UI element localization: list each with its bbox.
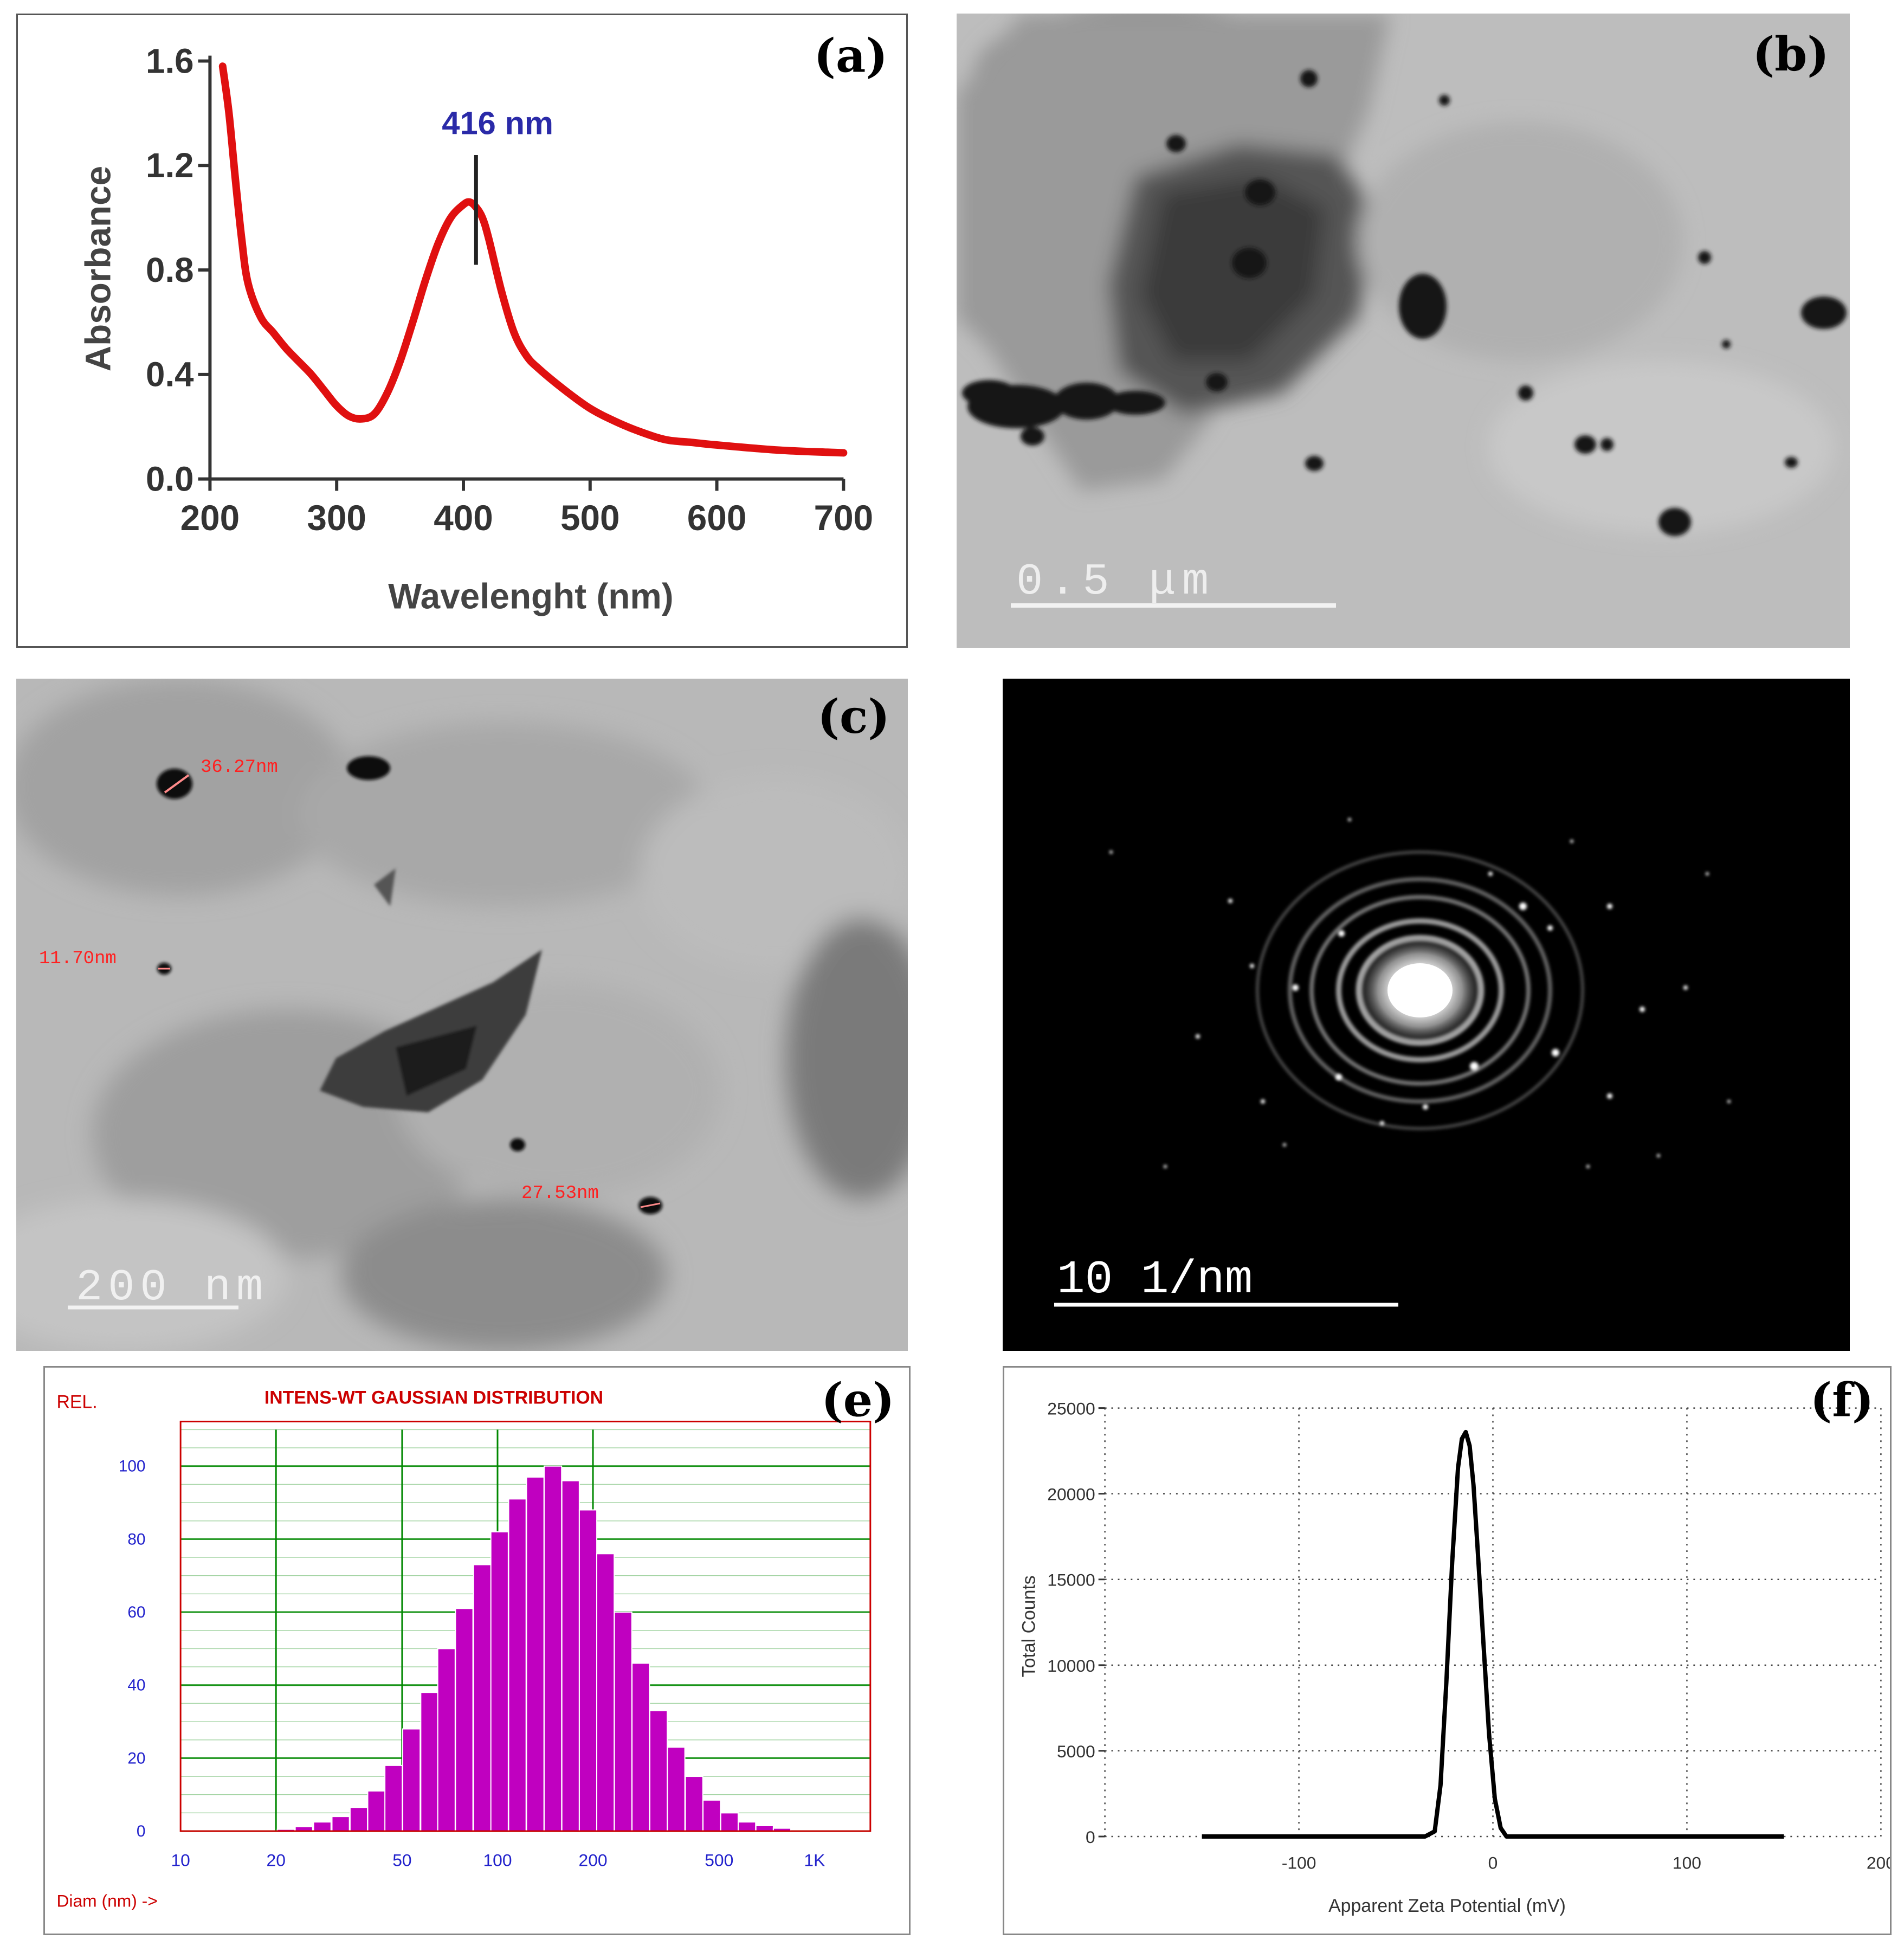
y-tick-label: 15000 bbox=[1047, 1570, 1095, 1590]
saed-pattern: 10 1/nm (d) bbox=[1003, 679, 1850, 1351]
rel-label: REL. bbox=[56, 1392, 97, 1413]
y-tick-label: 0.4 bbox=[146, 356, 194, 394]
uv-vis-chart: 0.0 0.4 0.8 1.2 1.6 200 300 400 500 600 700 416 nm… bbox=[78, 29, 888, 616]
size-bar bbox=[473, 1564, 492, 1832]
y-tick-label: 80 bbox=[127, 1530, 145, 1548]
x-tick-label: 300 bbox=[307, 498, 366, 538]
panel-label-b: (b) bbox=[1752, 27, 1829, 82]
y-tick-label: 25000 bbox=[1047, 1399, 1095, 1419]
x-tick-label: 600 bbox=[687, 498, 747, 538]
plot-frame bbox=[179, 1420, 872, 1832]
size-annotation-1: 36.27nm bbox=[201, 757, 278, 778]
size-bar bbox=[508, 1498, 527, 1832]
panel-d-saed-pattern: 10 1/nm (d) bbox=[1003, 679, 1850, 1351]
size-bar bbox=[755, 1825, 774, 1832]
x-tick-label: 100 bbox=[1673, 1853, 1701, 1873]
size-bar bbox=[402, 1728, 421, 1832]
size-bar bbox=[667, 1747, 686, 1832]
panel-label-e: (e) bbox=[821, 1373, 894, 1427]
panel-f-zeta-potential: 0 5000 10000 15000 20000 25000 -100 0 100 200 Tot… bbox=[1003, 1366, 1892, 1935]
size-bar bbox=[685, 1776, 703, 1832]
scale-label-c: 200 nm bbox=[76, 1262, 268, 1313]
tem-micrograph-c: 36.27nm 11.70nm 27.53nm 200 nm (c) bbox=[16, 679, 908, 1351]
x-tick-label: 50 bbox=[392, 1851, 411, 1870]
zeta-x-label: Apparent Zeta Potential (mV) bbox=[1328, 1896, 1566, 1916]
x-tick-label: 500 bbox=[560, 498, 620, 538]
zeta-potential-chart: 0 5000 10000 15000 20000 25000 -100 0 100 200 Tot… bbox=[1018, 1373, 1890, 1916]
size-bar bbox=[313, 1821, 332, 1832]
y-tick-label: 100 bbox=[119, 1458, 146, 1475]
size-bar bbox=[561, 1480, 580, 1832]
x-tick-label: 400 bbox=[434, 498, 493, 538]
scale-label-b: 0.5 μm bbox=[1016, 557, 1215, 607]
y-tick-label: 0.8 bbox=[146, 251, 194, 289]
x-tick-label: 1K bbox=[804, 1851, 825, 1870]
size-bar bbox=[578, 1509, 598, 1832]
zeta-curve bbox=[1202, 1429, 1784, 1839]
size-bar bbox=[490, 1531, 509, 1832]
x-tick-label: -100 bbox=[1282, 1853, 1316, 1873]
y-tick-label: 1.6 bbox=[146, 42, 194, 80]
size-bar bbox=[420, 1692, 439, 1832]
diam-label: Diam (nm) -> bbox=[56, 1891, 157, 1910]
size-distribution-chart: REL. INTENS-WT GAUSSIAN DISTRIBUTION 0 20… bbox=[56, 1373, 894, 1910]
size-bar bbox=[631, 1663, 650, 1832]
size-bar bbox=[331, 1816, 350, 1832]
size-bar bbox=[649, 1710, 668, 1832]
size-bar bbox=[596, 1553, 615, 1832]
x-tick-label: 700 bbox=[814, 498, 874, 538]
size-bar bbox=[526, 1476, 545, 1832]
y-tick-label: 10000 bbox=[1047, 1656, 1095, 1676]
y-tick-label: 20 bbox=[127, 1749, 145, 1767]
y-tick-label: 1.2 bbox=[146, 146, 194, 185]
panel-label-d: (d) bbox=[1758, 690, 1835, 744]
y-tick-label: 60 bbox=[127, 1603, 145, 1621]
x-tick-label: 20 bbox=[267, 1851, 286, 1870]
x-tick-label: 200 bbox=[180, 498, 240, 538]
panel-a-uv-vis: 0.0 0.4 0.8 1.2 1.6 200 300 400 500 600 700 416 nm… bbox=[16, 14, 908, 648]
panel-e-size-distribution: REL. INTENS-WT GAUSSIAN DISTRIBUTION 0 20… bbox=[43, 1366, 911, 1935]
measure-line-1 bbox=[164, 774, 190, 794]
x-tick-label: 200 bbox=[579, 1851, 608, 1870]
y-tick-label: 20000 bbox=[1047, 1485, 1095, 1504]
x-tick-label: 100 bbox=[483, 1851, 512, 1870]
panel-c-tem-image: 36.27nm 11.70nm 27.53nm 200 nm (c) bbox=[16, 679, 908, 1351]
y-axis-label: Absorbance bbox=[78, 166, 118, 371]
size-bar bbox=[384, 1764, 403, 1832]
size-annotation-3: 27.53nm bbox=[521, 1183, 599, 1204]
size-bar bbox=[738, 1821, 757, 1832]
uv-vis-curve bbox=[218, 62, 848, 457]
y-tick-label: 40 bbox=[127, 1677, 145, 1694]
panel-label-f: (f) bbox=[1810, 1373, 1874, 1427]
y-tick-label: 0.0 bbox=[146, 460, 194, 498]
x-tick-label: 10 bbox=[171, 1851, 190, 1870]
size-annotation-2: 11.70nm bbox=[39, 949, 117, 969]
panel-label-c: (c) bbox=[817, 690, 890, 744]
size-bar bbox=[544, 1465, 563, 1832]
y-tick-label: 0 bbox=[1086, 1827, 1095, 1847]
size-bar bbox=[437, 1648, 456, 1832]
x-tick-label: 0 bbox=[1488, 1853, 1498, 1873]
size-chart-title: INTENS-WT GAUSSIAN DISTRIBUTION bbox=[264, 1388, 603, 1408]
size-bar bbox=[455, 1608, 474, 1832]
panel-label-a: (a) bbox=[814, 29, 888, 83]
scale-label-d: 10 1/nm bbox=[1057, 1253, 1253, 1306]
y-tick-label: 0 bbox=[137, 1822, 146, 1840]
tem-micrograph-b: 0.5 μm (b) bbox=[957, 14, 1850, 648]
x-tick-label: 500 bbox=[705, 1851, 733, 1870]
size-bar bbox=[349, 1807, 369, 1832]
size-bar bbox=[702, 1799, 721, 1832]
x-tick-label: 200 bbox=[1867, 1853, 1890, 1873]
x-axis-label: Wavelenght (nm) bbox=[388, 576, 673, 616]
peak-label: 416 nm bbox=[442, 105, 553, 141]
panel-b-tem-image: 0.5 μm (b) bbox=[957, 14, 1850, 648]
size-bar bbox=[367, 1790, 386, 1832]
zeta-y-label: Total Counts bbox=[1018, 1575, 1039, 1677]
y-tick-label: 5000 bbox=[1057, 1742, 1095, 1761]
size-bar bbox=[720, 1812, 739, 1832]
size-bar bbox=[614, 1612, 632, 1832]
measure-line-3 bbox=[640, 1202, 661, 1208]
